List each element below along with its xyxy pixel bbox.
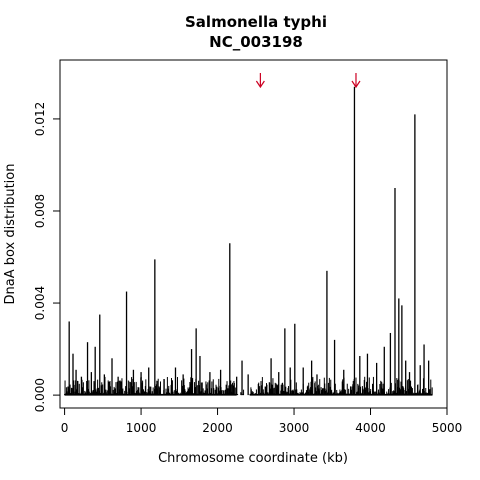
x-tick-label: 4000 [355,421,386,435]
chart-title: Salmonella typhi [185,13,327,31]
x-axis: 0 1000 2000 3000 4000 5000 [61,407,463,435]
y-axis-label: DnaA box distribution [3,164,18,305]
x-tick-label: 2000 [202,421,233,435]
x-axis-label: Chromosome coordinate (kb) [158,451,348,466]
arrows-group [255,73,361,89]
chart-subtitle: NC_003198 [209,33,303,51]
y-tick-label: 0.000 [33,378,47,412]
y-tick-label: 0.004 [33,286,47,320]
plot-frame [59,59,448,409]
x-tick-label: 3000 [279,421,310,435]
x-tick-label: 5000 [432,421,463,435]
arrow-head [351,80,361,89]
y-tick-label: 0.012 [33,102,47,136]
x-tick-label: 1000 [126,421,157,435]
arrow-head [255,80,265,89]
y-axis: 0.000 0.004 0.008 0.012 [33,102,61,412]
y-tick-label: 0.008 [33,194,47,228]
x-tick-label: 0 [61,421,69,435]
bars-group [64,86,433,396]
